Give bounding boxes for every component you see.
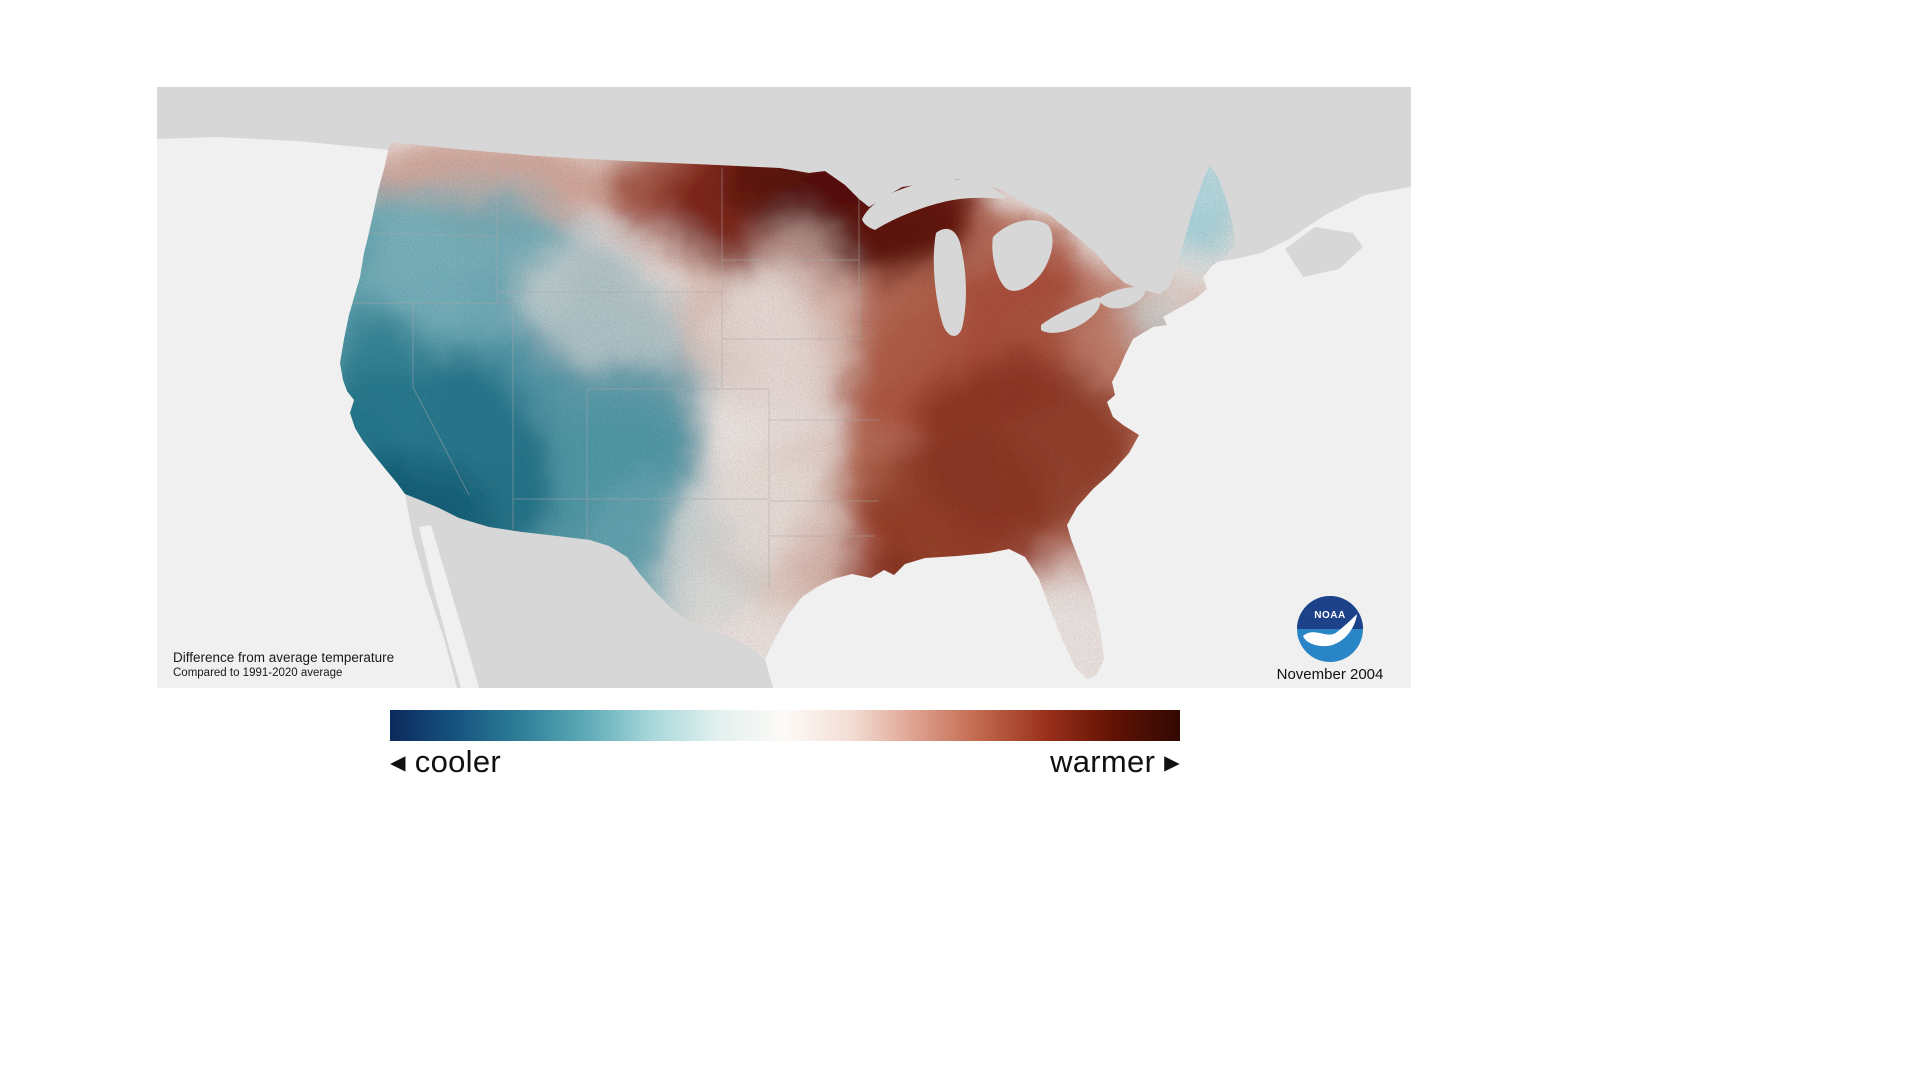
- noaa-logo-block: NOAA November 2004: [1265, 596, 1395, 683]
- lake-superior: [862, 179, 1007, 230]
- lake-erie: [1041, 297, 1101, 333]
- mexico-landmass: [405, 494, 773, 688]
- nova-scotia-landmass: [1285, 227, 1363, 277]
- great-lakes: [862, 179, 1146, 336]
- caption-line1: Difference from average temperature: [173, 649, 395, 665]
- cooler-label: ◂ cooler: [390, 744, 502, 779]
- noaa-logo: NOAA: [1297, 596, 1363, 662]
- noaa-seagull-icon: [1303, 614, 1357, 647]
- canada-landmass: [157, 87, 1411, 301]
- lake-michigan: [933, 228, 966, 336]
- caption-line2: Compared to 1991-2020 average: [173, 667, 343, 680]
- map-panel: Difference from average temperature Comp…: [157, 87, 1411, 688]
- gulf-of-california: [419, 525, 479, 688]
- noaa-logo-text: NOAA: [1314, 610, 1345, 621]
- date-label: November 2004: [1276, 666, 1384, 683]
- warmer-label: warmer ▸: [1050, 744, 1180, 779]
- vancouver-island: [283, 97, 369, 139]
- map-caption: Difference from average temperature Comp…: [173, 649, 394, 681]
- lake-ontario: [1098, 287, 1146, 309]
- lake-huron: [992, 220, 1053, 291]
- noaa-logo-sky: [1297, 596, 1363, 629]
- anomaly-map-svg: [157, 87, 1411, 688]
- legend-labels: ◂ cooler warmer ▸: [390, 744, 1180, 780]
- colorbar-gradient: [390, 710, 1180, 741]
